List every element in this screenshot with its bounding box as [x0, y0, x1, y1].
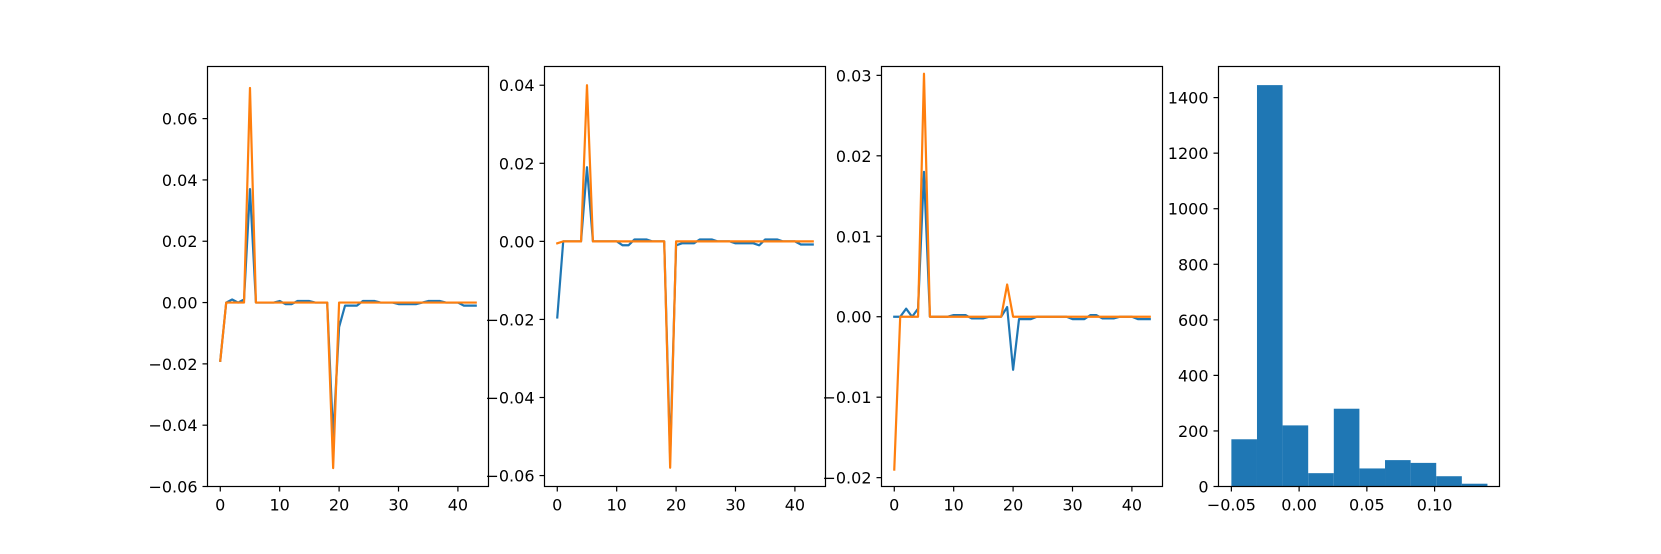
x-tick-label: 30 [725, 496, 745, 515]
y-tick-label: 0.00 [162, 294, 198, 313]
y-tick-label: 0.06 [162, 110, 198, 129]
x-tick-label: 20 [666, 496, 686, 515]
y-tick-label: 800 [1178, 255, 1209, 274]
x-tick-label: 40 [785, 496, 805, 515]
series-line-1 [219, 188, 477, 439]
y-tick-label: −0.04 [148, 416, 197, 435]
y-tick-label: 1200 [1168, 144, 1209, 163]
x-tick-label: 0.00 [1281, 496, 1317, 515]
histogram-bar [1231, 439, 1257, 487]
line-chart-panel-3: 0 10 20 30 40 −0.02 −0.01 0.00 0.01 0.02 0.03 [822, 65, 1164, 515]
y-tick-label: 0.04 [499, 76, 535, 95]
y-tick-label: 1000 [1168, 200, 1209, 219]
series-line-2 [893, 72, 1151, 471]
line-chart-panel-1: 0 10 20 30 40 −0.06 −0.04 −0.02 0.00 0.02 0.04 0.06 [148, 65, 490, 515]
histogram-bar [1308, 473, 1334, 487]
x-tick-label: 30 [1062, 496, 1082, 515]
histogram-bar [1410, 462, 1437, 487]
x-tick-label: 20 [1003, 496, 1023, 515]
axes-frame [1217, 65, 1501, 488]
x-tick-label: 0.10 [1417, 496, 1453, 515]
x-tick-label: 0 [889, 496, 899, 515]
histogram-bar [1256, 85, 1283, 487]
y-tick-label: 0.02 [162, 232, 198, 251]
y-tick-label: −0.02 [822, 469, 871, 488]
x-tick-label: 30 [388, 496, 408, 515]
y-tick-label: −0.04 [485, 389, 534, 408]
y-tick-label: −0.01 [822, 388, 871, 407]
y-tick-label: 600 [1178, 311, 1209, 330]
x-tick-label: 20 [329, 496, 349, 515]
y-tick-label: 200 [1178, 422, 1209, 441]
x-tick-label: 40 [448, 496, 468, 515]
series-line-2 [555, 84, 814, 469]
y-tick-label: 0.02 [499, 154, 535, 173]
y-tick-label: −0.06 [485, 467, 534, 486]
histogram-bar [1359, 468, 1386, 487]
x-tick-label: 10 [270, 496, 290, 515]
y-tick-label: −0.06 [148, 478, 197, 497]
y-tick-label: 0.00 [836, 308, 872, 327]
x-tick-label: 40 [1122, 496, 1142, 515]
axes-frame [543, 65, 827, 488]
histogram-panel: −0.05 0.00 0.05 0.10 0 200 400 600 800 1000 1200 14… [1168, 65, 1501, 515]
y-tick-label: 0.01 [836, 227, 872, 246]
y-tick-label: 400 [1178, 366, 1209, 385]
y-tick-label: 0.00 [499, 232, 535, 251]
axes-frame [206, 65, 490, 488]
y-tick-label: 1400 [1168, 89, 1209, 108]
histogram-bar [1385, 460, 1411, 487]
series-line-1 [556, 166, 814, 458]
y-tick-label: 0.04 [162, 171, 198, 190]
histogram-bar [1461, 483, 1488, 487]
x-tick-label: 0.05 [1349, 496, 1385, 515]
x-tick-label: −0.05 [1207, 496, 1256, 515]
y-tick-label: 0.02 [836, 147, 872, 166]
series-line-2 [219, 86, 477, 470]
x-tick-label: 0 [215, 496, 225, 515]
x-tick-label: 0 [552, 496, 562, 515]
series-line-1 [893, 170, 1151, 371]
y-tick-label: 0.03 [836, 66, 872, 85]
axes-frame [880, 65, 1164, 488]
x-tick-label: 10 [944, 496, 964, 515]
histogram-bar [1333, 408, 1360, 487]
histogram-bar [1282, 425, 1309, 487]
histogram-bar [1436, 476, 1462, 487]
line-chart-panel-2: 0 10 20 30 40 −0.06 −0.04 −0.02 0.00 0.02 0.04 [485, 65, 827, 515]
y-tick-label: −0.02 [148, 355, 197, 374]
y-tick-label: 0 [1198, 478, 1208, 497]
x-tick-label: 10 [607, 496, 627, 515]
y-tick-label: −0.02 [485, 310, 534, 329]
